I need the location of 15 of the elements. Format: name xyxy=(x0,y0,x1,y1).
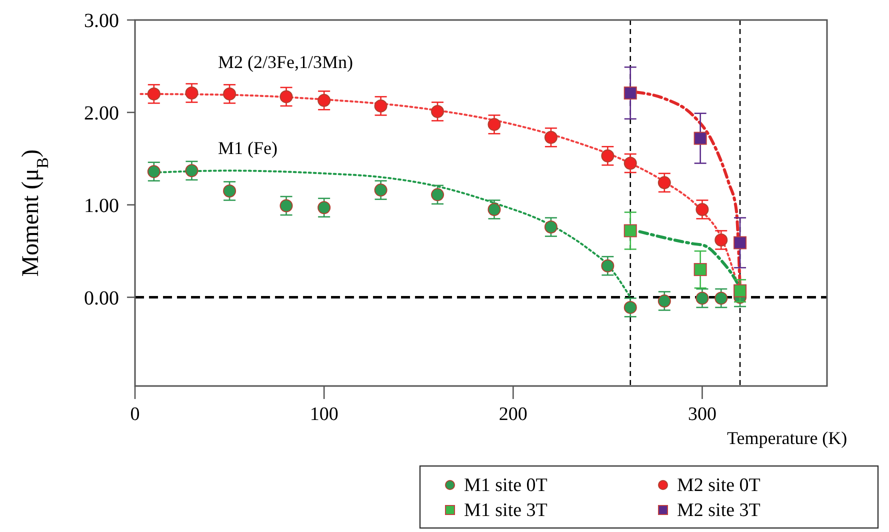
y-tick-label: 2.00 xyxy=(84,102,119,124)
y-tick-label: 3.00 xyxy=(84,10,119,32)
annotation: M1 (Fe) xyxy=(218,138,278,158)
x-tick-label: 100 xyxy=(310,404,338,425)
annotation: M2 (2/3Fe,1/3Mn) xyxy=(218,52,354,72)
legend-label: M2 site 3T xyxy=(677,500,761,521)
y-tick-label: 1.00 xyxy=(84,194,119,217)
x-tick-label: 200 xyxy=(498,404,528,425)
legend-label: M1 site 0T xyxy=(464,475,548,496)
x-tick-label: 300 xyxy=(688,404,716,425)
y-tick-label: 0.00 xyxy=(84,287,119,310)
x-axis-title: Temperature (K) xyxy=(727,428,848,448)
legend-label: M2 site 0T xyxy=(677,475,761,496)
x-tick-label: 0 xyxy=(130,404,140,425)
legend-label: M1 site 3T xyxy=(464,500,548,521)
